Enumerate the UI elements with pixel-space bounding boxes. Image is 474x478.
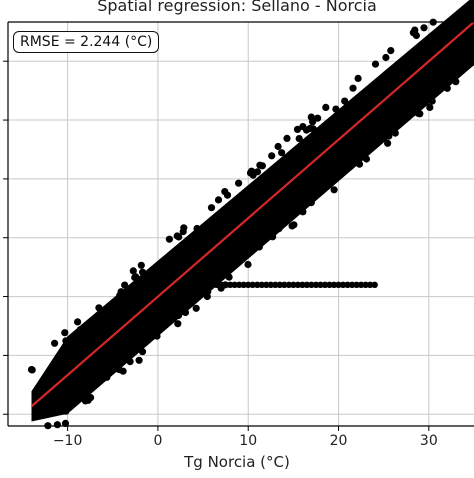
scatter-point bbox=[452, 78, 459, 85]
scatter-point bbox=[413, 32, 420, 39]
x-tick-label: −10 bbox=[53, 433, 83, 449]
scatter-point bbox=[332, 106, 339, 113]
scatter-point bbox=[29, 366, 36, 373]
scatter-point bbox=[244, 261, 251, 268]
scatter-point bbox=[80, 325, 87, 332]
scatter-point bbox=[153, 333, 160, 340]
scatter-point bbox=[299, 208, 306, 215]
scatter-cloud bbox=[32, 0, 474, 421]
scatter-point bbox=[296, 135, 303, 142]
scatter-point bbox=[289, 222, 296, 229]
scatter-point bbox=[256, 243, 263, 250]
scatter-point bbox=[193, 225, 200, 232]
scatter-point bbox=[341, 98, 348, 105]
scatter-cloud-body bbox=[32, 0, 474, 421]
scatter-point bbox=[224, 192, 231, 199]
scatter-point bbox=[54, 421, 61, 428]
scatter-point bbox=[138, 262, 145, 269]
scatter-point bbox=[204, 293, 211, 300]
x-tick-label: 10 bbox=[239, 433, 257, 449]
scatter-point bbox=[62, 408, 69, 415]
scatter-point bbox=[118, 288, 125, 295]
rmse-annotation: RMSE = 2.244 (°C) bbox=[13, 31, 159, 53]
scatter-point bbox=[292, 206, 299, 213]
scatter-point bbox=[220, 271, 227, 278]
x-ticks: −10 0 10 20 30 bbox=[53, 426, 438, 449]
scatter-point bbox=[254, 168, 261, 175]
scatter-point bbox=[182, 309, 189, 316]
scatter-point bbox=[62, 337, 69, 344]
scatter-point bbox=[121, 282, 128, 289]
scatter-point bbox=[387, 47, 394, 54]
scatter-point bbox=[299, 123, 306, 130]
scatter-point bbox=[127, 358, 134, 365]
regression-line bbox=[31, 22, 474, 406]
scatter-point bbox=[139, 269, 146, 276]
scatter-point bbox=[95, 304, 102, 311]
scatter-point bbox=[426, 104, 433, 111]
x-tick-label: 20 bbox=[330, 433, 348, 449]
scatter-point bbox=[278, 149, 285, 156]
scatter-point bbox=[139, 348, 146, 355]
scatter-point bbox=[356, 161, 363, 168]
scatter-point bbox=[349, 85, 356, 92]
scatter-point bbox=[309, 118, 316, 125]
scatter-point bbox=[283, 135, 290, 142]
constant-band bbox=[200, 282, 378, 288]
scatter-point bbox=[383, 128, 390, 135]
scatter-point bbox=[392, 130, 399, 137]
scatter-point bbox=[74, 318, 81, 325]
scatter-point bbox=[259, 162, 266, 169]
scatter-point bbox=[372, 61, 379, 68]
scatter-point bbox=[85, 397, 92, 404]
scatter-point bbox=[51, 340, 58, 347]
x-axis-label: Tg Norcia (°C) bbox=[0, 453, 474, 471]
scatter-point bbox=[322, 104, 329, 111]
scatter-point bbox=[355, 75, 362, 82]
band-point bbox=[372, 282, 378, 288]
scatter-point bbox=[268, 152, 275, 159]
chart-title: Spatial regression: Sellano - Norcia bbox=[0, 0, 474, 15]
scatter-point bbox=[136, 357, 143, 364]
scatter-point bbox=[269, 233, 276, 240]
scatter-point bbox=[208, 204, 215, 211]
scatter-point bbox=[382, 54, 389, 61]
scatter-point bbox=[174, 320, 181, 327]
scatter-point bbox=[459, 62, 466, 69]
scatter-point bbox=[175, 312, 182, 319]
scatter-point bbox=[275, 143, 282, 150]
scatter-point bbox=[331, 186, 338, 193]
scatter-point bbox=[346, 160, 353, 167]
scatter-point bbox=[444, 85, 451, 92]
scatter-point bbox=[308, 199, 315, 206]
scatter-point bbox=[103, 374, 110, 381]
scatter-point bbox=[180, 228, 187, 235]
regression-line-group bbox=[31, 22, 474, 406]
scatter-point bbox=[241, 251, 248, 258]
scatter-point bbox=[215, 196, 222, 203]
scatter-point bbox=[429, 98, 436, 105]
scatter-point bbox=[415, 110, 422, 117]
scatter-point bbox=[384, 140, 391, 147]
scatter-point bbox=[420, 24, 427, 31]
scatter-point bbox=[235, 180, 242, 187]
x-tick-label: 0 bbox=[153, 433, 162, 449]
scatter-point bbox=[167, 314, 174, 321]
scatter-point bbox=[363, 155, 370, 162]
scatter-point bbox=[275, 225, 282, 232]
scatter-point bbox=[193, 305, 200, 312]
x-tick-label: 30 bbox=[420, 433, 438, 449]
scatter-point bbox=[82, 390, 89, 397]
scatter-point bbox=[166, 236, 173, 243]
scatter-point bbox=[61, 329, 68, 336]
scatter-point bbox=[116, 366, 123, 373]
y-ticks bbox=[3, 61, 8, 414]
scatter-point bbox=[435, 83, 442, 90]
scatter-point bbox=[306, 125, 313, 132]
scatter-point bbox=[76, 394, 83, 401]
scatter-point bbox=[130, 267, 137, 274]
scatter-point bbox=[416, 103, 423, 110]
